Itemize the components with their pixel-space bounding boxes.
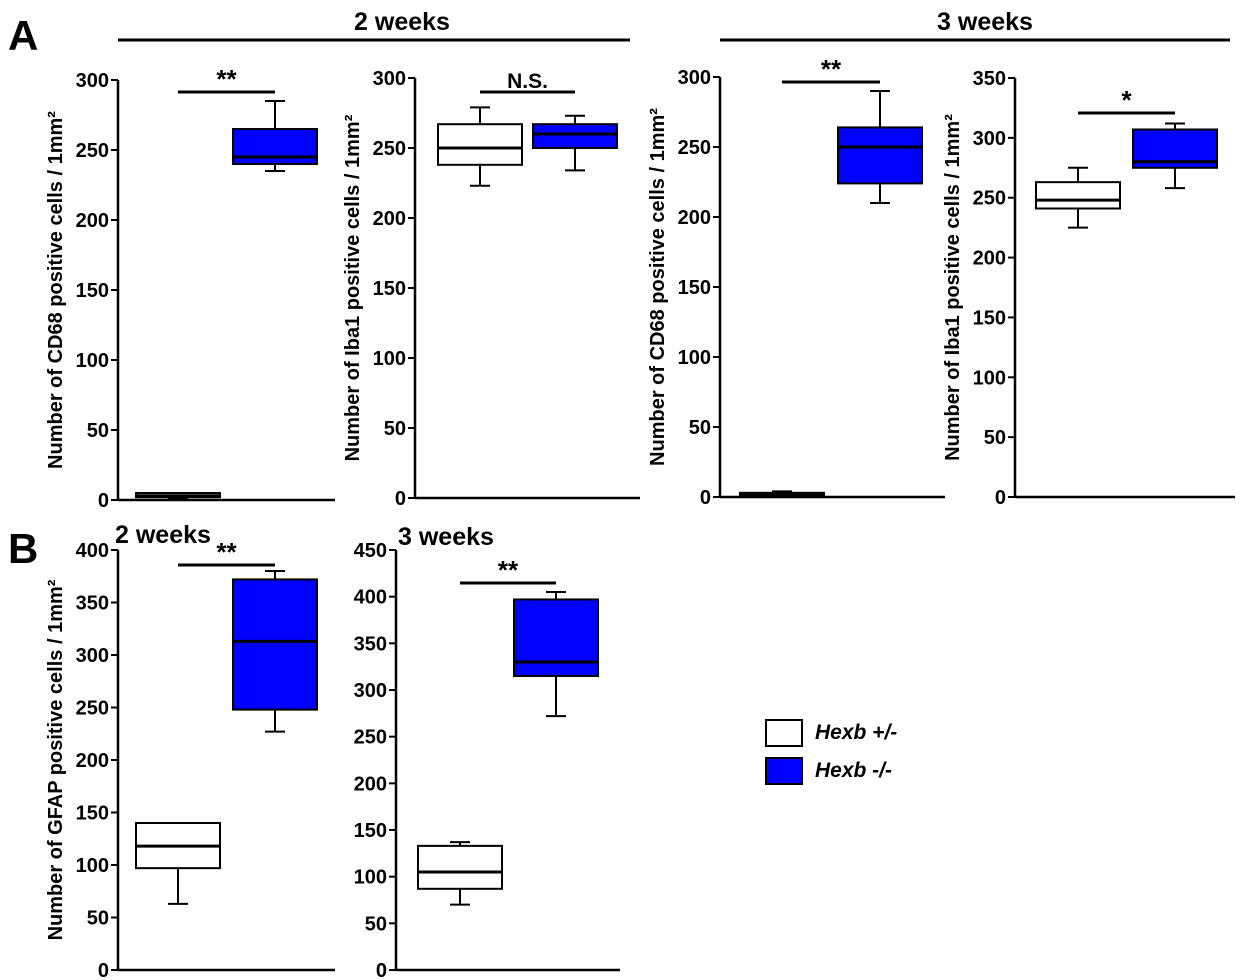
box-hexb-ko — [532, 114, 618, 172]
y-tick-label: 100 — [76, 350, 109, 372]
legend-item-hexb-ko: Hexb -/- — [765, 753, 897, 789]
significance-label: ** — [498, 555, 519, 585]
box-hexb-ko — [1132, 122, 1218, 190]
box-iqr — [532, 123, 618, 149]
legend-label: Hexb +/- — [815, 721, 898, 744]
y-tick-label: 300 — [678, 67, 711, 89]
chart-b2-gfap-3wk: 0 50 100 150 200 250 300 350 400 450 3 weeks** — [354, 523, 620, 980]
significance-label: * — [1121, 85, 1132, 115]
chart-title: 2 weeks — [115, 521, 211, 549]
significance-label: ** — [216, 64, 237, 94]
box-hexb-het — [437, 106, 523, 187]
y-tick-label: 250 — [973, 188, 1006, 210]
y-tick-label: 0 — [376, 960, 387, 980]
y-axis-label: Number of CD68 positive cells / 1mm² — [45, 111, 67, 469]
y-tick-label: 450 — [354, 540, 387, 562]
panel-b-label: B — [8, 525, 38, 572]
y-tick-label: 300 — [973, 128, 1006, 150]
y-tick-label: 350 — [354, 633, 387, 655]
y-tick-label: 250 — [354, 727, 387, 749]
y-tick-label: 200 — [973, 248, 1006, 270]
y-tick-label: 250 — [76, 698, 109, 720]
box-iqr — [513, 598, 599, 678]
box-hexb-het — [739, 490, 825, 498]
box-iqr — [437, 123, 523, 166]
box-hexb-ko — [513, 591, 599, 718]
y-tick-label: 50 — [365, 913, 387, 935]
box-hexb-het — [135, 492, 221, 500]
legend-swatch-white — [765, 719, 803, 747]
y-tick-label: 400 — [76, 540, 109, 562]
y-tick-label: 100 — [678, 347, 711, 369]
box-hexb-ko — [837, 90, 923, 204]
y-tick-label: 250 — [678, 137, 711, 159]
significance-label: ** — [216, 537, 237, 567]
legend-swatch-blue — [765, 757, 803, 785]
box-hexb-het — [417, 841, 503, 906]
header-2-weeks: 2 weeks — [354, 8, 450, 36]
y-tick-label: 200 — [373, 208, 406, 230]
box-hexb-ko — [232, 100, 318, 172]
y-tick-label: 0 — [995, 487, 1006, 509]
significance-label: ** — [821, 54, 842, 84]
chart-a1-cd68-2wk: 0 50 100 150 200 250 300 Number of CD68 positiv… — [45, 64, 335, 512]
y-tick-label: 50 — [689, 417, 711, 439]
legend-item-hexb-het: Hexb +/- — [765, 715, 897, 751]
y-tick-label: 150 — [373, 278, 406, 300]
y-tick-label: 150 — [76, 280, 109, 302]
y-tick-label: 350 — [973, 68, 1006, 90]
y-tick-label: 0 — [395, 488, 406, 510]
panel-a-label: A — [8, 12, 38, 59]
legend: Hexb +/- Hexb -/- — [765, 715, 897, 791]
y-tick-label: 150 — [354, 820, 387, 842]
y-tick-label: 0 — [700, 487, 711, 509]
chart-b1-gfap-2wk: 0 50 100 150 200 250 300 350 400 Number of GFAP p… — [45, 521, 335, 980]
box-iqr — [417, 844, 503, 890]
box-iqr — [837, 126, 923, 185]
box-iqr — [232, 578, 318, 711]
y-tick-label: 100 — [76, 855, 109, 877]
chart-title: 3 weeks — [398, 523, 494, 551]
y-axis-label: Number of Iba1 positive cells / 1mm² — [342, 114, 364, 461]
chart-a3-cd68-3wk: 0 50 100 150 200 250 300 Number of CD68 positiv… — [647, 54, 945, 509]
box-hexb-ko — [232, 570, 318, 733]
y-tick-label: 150 — [678, 277, 711, 299]
y-tick-label: 200 — [76, 210, 109, 232]
y-tick-label: 0 — [98, 960, 109, 980]
y-tick-label: 50 — [87, 420, 109, 442]
y-tick-label: 150 — [973, 307, 1006, 329]
y-tick-label: 300 — [76, 70, 109, 92]
y-tick-label: 300 — [76, 645, 109, 667]
y-tick-label: 300 — [354, 680, 387, 702]
chart-a2-iba1-2wk: 0 50 100 150 200 250 300 Number of Iba1 positiv… — [342, 68, 640, 510]
y-tick-label: 100 — [373, 348, 406, 370]
box-iqr — [1035, 181, 1121, 210]
y-tick-label: 50 — [87, 908, 109, 930]
legend-label: Hexb -/- — [815, 759, 893, 782]
y-axis-label: Number of GFAP positive cells / 1mm² — [45, 579, 67, 940]
box-hexb-het — [1035, 166, 1121, 229]
y-tick-label: 250 — [76, 140, 109, 162]
y-tick-label: 100 — [973, 367, 1006, 389]
y-tick-label: 400 — [354, 587, 387, 609]
y-tick-label: 0 — [98, 490, 109, 512]
significance-label: N.S. — [507, 70, 548, 93]
y-tick-label: 200 — [678, 207, 711, 229]
y-tick-label: 200 — [76, 750, 109, 772]
y-tick-label: 300 — [373, 68, 406, 90]
y-tick-label: 100 — [354, 867, 387, 889]
y-tick-label: 350 — [76, 593, 109, 615]
y-tick-label: 50 — [984, 427, 1006, 449]
box-hexb-het — [135, 822, 221, 905]
y-tick-label: 150 — [76, 803, 109, 825]
chart-a4-iba1-3wk: 0 50 100 150 200 250 300 350 Number of Iba1 posi… — [942, 68, 1235, 509]
box-iqr — [232, 128, 318, 165]
header-3-weeks: 3 weeks — [937, 8, 1033, 36]
y-tick-label: 200 — [354, 773, 387, 795]
y-axis-label: Number of Iba1 positive cells / 1mm² — [942, 114, 964, 461]
y-axis-label: Number of CD68 positive cells / 1mm² — [647, 108, 669, 466]
y-tick-label: 250 — [373, 138, 406, 160]
y-tick-label: 50 — [384, 418, 406, 440]
